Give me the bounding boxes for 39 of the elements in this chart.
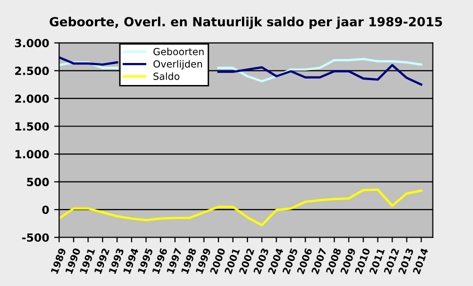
line-series [59,188,422,226]
y-tick-label: 0 [42,206,49,214]
x-tick-label: 1997 [166,248,182,274]
x-tick-label: 1994 [123,248,139,274]
x-tick-label: 1990 [65,248,81,274]
x-tick-label: 2004 [268,248,284,274]
x-tick-label: 2003 [253,248,269,274]
y-tick-label: 500 [27,178,49,186]
y-tick-label: 1.000 [16,150,49,158]
x-tick-label: 2008 [326,248,342,274]
x-tick-label: 1998 [180,248,197,274]
y-tick-label: -500 [22,233,49,242]
y-tick-label: 1.500 [16,122,49,131]
x-tick-label: 2006 [296,248,312,274]
x-tick-label: 1995 [138,248,154,274]
y-tick-label: 3.000 [15,38,49,48]
x-tick-label: 2000 [210,248,226,274]
x-tick-label: 1989 [50,248,66,274]
x-tick-label: 2009 [340,248,356,274]
x-tick-label: 2011 [369,248,385,274]
x-tick-label: 1996 [152,248,168,274]
y-tick-label: 2.500 [15,66,49,76]
series-label: Overlijden [153,60,202,70]
legend-label: Saldo [154,72,180,80]
x-tick-label: 1993 [108,248,124,274]
chart-title: Geboorte, Overl. en Natuurlijk saldo per jaar 1989-2015 [50,16,442,29]
y-tick-label: 2.000 [15,94,49,103]
x-tick-label: 2005 [282,248,298,274]
x-tick-label: 2012 [384,248,400,274]
x-tick-label: 2014 [412,248,428,274]
x-tick-label: 2010 [354,248,370,274]
x-tick-label: 1992 [94,248,110,274]
legend-label: Geboorten [153,48,204,56]
x-tick-label: 1999 [195,248,212,274]
x-tick-label: 2013 [398,248,414,274]
x-tick-label: 1991 [80,248,96,274]
x-tick-label: 2002 [238,248,254,274]
x-tick-label: 2001 [224,248,240,274]
x-tick-label: 2007 [311,248,327,274]
